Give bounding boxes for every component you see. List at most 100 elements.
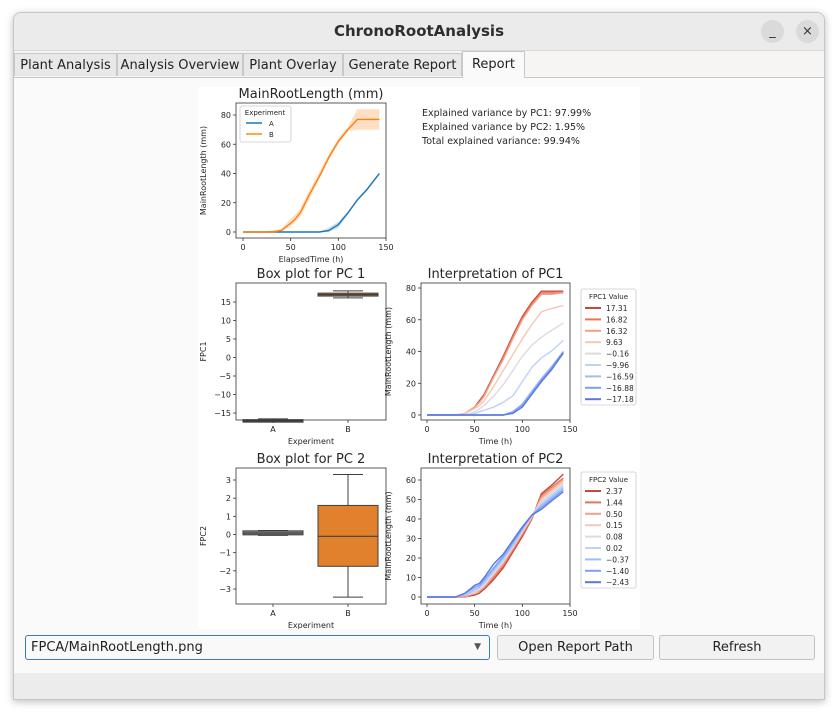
explained-variance-text: Explained variance by PC1: 97.99% <box>422 108 591 119</box>
chart-5-title: Interpretation of PC2 <box>428 452 564 467</box>
explained-variance-text: Explained variance by PC2: 1.95% <box>422 122 585 133</box>
chart-1-ytick-label: 0 <box>226 228 231 237</box>
chart-5-legend-label: 0.15 <box>606 521 623 530</box>
chart-5-series-0_15 <box>427 481 564 598</box>
chart-1-legend-title: Experiment <box>245 109 286 117</box>
chart-4-xtick-label: B <box>345 609 351 618</box>
chart-5-series--0_37 <box>427 487 564 598</box>
refresh-button[interactable]: Refresh <box>659 635 815 660</box>
chart-5-legend-title: FPC2 Value <box>589 476 628 484</box>
chart-1-xtick-label: 150 <box>378 243 393 252</box>
chart-5-xtick-label: 50 <box>470 609 480 618</box>
chart-5-ylabel: MainRootLength (mm) <box>384 491 393 580</box>
chart-1-ytick-label: 20 <box>221 199 231 208</box>
tab-plant-analysis[interactable]: Plant Analysis <box>14 53 117 76</box>
chart-3-legend-label: −0.16 <box>606 350 629 359</box>
tab-analysis-overview[interactable]: Analysis Overview <box>117 53 243 76</box>
chart-3-xtick-label: 100 <box>515 425 530 434</box>
chart-3-legend-label: 16.82 <box>606 315 628 324</box>
chart-4-axes-frame <box>235 467 387 605</box>
chart-5-xtick-label: 150 <box>562 609 577 618</box>
open-report-path-button[interactable]: Open Report Path <box>497 635 654 660</box>
chart-4-title: Box plot for PC 2 <box>257 452 366 467</box>
chart-5-ytick-label: 50 <box>406 496 416 505</box>
chart-3-legend-label: −16.88 <box>606 384 634 393</box>
chart-5-ytick-label: 0 <box>411 593 416 602</box>
chart-3-legend-label: −16.59 <box>606 372 634 381</box>
chart-2-xtick-label: B <box>345 425 351 434</box>
chart-4-ytick-label: 1 <box>226 512 231 521</box>
chart-5-xtick-label: 0 <box>424 609 429 618</box>
chart-3-xtick-label: 150 <box>562 425 577 434</box>
chart-1-band-B <box>243 109 380 232</box>
chart-1-legend-label: A <box>269 120 274 128</box>
chart-5-ytick-label: 30 <box>406 535 416 544</box>
chart-3-ylabel: MainRootLength (mm) <box>384 307 393 396</box>
report-file-select[interactable]: FPCA/MainRootLength.png ▼ <box>25 635 490 660</box>
chart-3-legend-label: −9.96 <box>606 361 629 370</box>
chart-4-xtick-label: A <box>270 609 276 618</box>
chart-5-series-2_37 <box>427 473 564 598</box>
chart-2-ytick-label: 10 <box>221 317 231 326</box>
chart-4-ytick-label: −2 <box>219 567 231 576</box>
chart-1-xtick-label: 0 <box>240 243 245 252</box>
close-icon[interactable]: × <box>796 20 819 43</box>
chart-3-ytick-label: 60 <box>406 316 416 325</box>
window-title: ChronoRootAnalysis <box>333 22 505 40</box>
chart-5-xlabel: Time (h) <box>478 621 512 629</box>
chart-5-legend-label: −2.43 <box>606 578 629 587</box>
chart-2-ytick-label: −10 <box>214 391 231 400</box>
tab-plant-overlay[interactable]: Plant Overlay <box>243 53 343 76</box>
chart-2-xtick-label: A <box>270 425 276 434</box>
chart-2-ytick-label: 5 <box>226 335 231 344</box>
chart-5-ytick-label: 40 <box>406 515 416 524</box>
chart-3-xtick-label: 0 <box>424 425 429 434</box>
chevron-down-icon: ▼ <box>474 642 481 652</box>
chart-3-axes-frame <box>420 282 571 421</box>
chart-4-ytick-label: 0 <box>226 531 231 540</box>
chart-5-series-0_08 <box>427 483 564 598</box>
chart-4-ytick-label: 2 <box>226 494 231 503</box>
chart-1-band-A <box>243 172 380 232</box>
chart-2-title: Box plot for PC 1 <box>257 267 366 282</box>
chart-5-ytick-label: 60 <box>406 476 416 485</box>
tab-report[interactable]: Report <box>462 51 525 78</box>
chart-5-legend-label: −1.40 <box>606 567 629 576</box>
chart-3-xlabel: Time (h) <box>478 437 512 446</box>
chart-4-ytick-label: 3 <box>226 476 231 485</box>
chart-3-title: Interpretation of PC1 <box>428 267 564 282</box>
chart-2-ytick-label: −5 <box>219 372 231 381</box>
chart-2-ylabel: FPC1 <box>199 341 208 361</box>
chart-3-legend-label: 16.32 <box>606 327 628 336</box>
minimize-icon[interactable]: _ <box>761 20 784 43</box>
chart-3-legend-label: 17.31 <box>606 304 628 313</box>
chart-1-axes-frame <box>235 102 387 239</box>
chart-2-ytick-label: −15 <box>214 409 231 418</box>
chart-3-xtick-label: 50 <box>470 425 480 434</box>
chart-3-series-17_31 <box>427 290 564 416</box>
chart-1-ytick-label: 40 <box>221 170 231 179</box>
chart-2-ytick-label: 0 <box>226 354 231 363</box>
chart-1-title: MainRootLength (mm) <box>239 87 384 102</box>
chart-3-legend-label: −17.18 <box>606 395 634 404</box>
chart-5-xtick-label: 100 <box>515 609 530 618</box>
chart-1-series-A <box>243 173 380 233</box>
chart-5-legend-label: 2.37 <box>606 487 623 496</box>
chart-4-ytick-label: −1 <box>219 549 231 558</box>
chart-5-ytick-label: 10 <box>406 574 416 583</box>
chart-5-legend-label: −0.37 <box>606 555 629 564</box>
chart-4-ylabel: FPC2 <box>199 526 208 546</box>
chart-1-xlabel: ElapsedTime (h) <box>279 255 344 264</box>
report-figure: MainRootLength (mm) ElapsedTime (h) MainRo… <box>198 87 640 630</box>
chart-3-series--17_18 <box>427 352 564 416</box>
chart-5-axes-frame <box>420 467 571 605</box>
chart-1-series-B <box>243 118 380 233</box>
status-bar <box>14 673 824 699</box>
chart-3-legend-label: 9.63 <box>606 338 623 347</box>
tab-generate-report[interactable]: Generate Report <box>343 53 462 76</box>
chart-5-series--2_43 <box>427 491 564 598</box>
explained-variance-text: Total explained variance: 99.94% <box>421 136 580 147</box>
chart-1-ytick-label: 80 <box>221 111 231 120</box>
chart-5-legend-label: 1.44 <box>606 498 623 507</box>
chart-3-legend-title: FPC1 Value <box>589 293 628 301</box>
